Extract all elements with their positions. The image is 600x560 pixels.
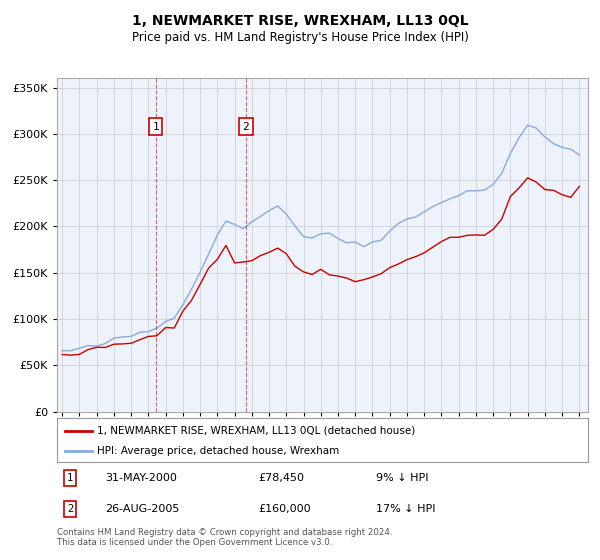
Text: 1: 1 xyxy=(67,473,73,483)
Text: 1: 1 xyxy=(152,122,159,132)
Text: 26-AUG-2005: 26-AUG-2005 xyxy=(105,504,179,514)
Text: 1, NEWMARKET RISE, WREXHAM, LL13 0QL: 1, NEWMARKET RISE, WREXHAM, LL13 0QL xyxy=(131,14,469,28)
Text: 2: 2 xyxy=(67,504,73,514)
Text: Price paid vs. HM Land Registry's House Price Index (HPI): Price paid vs. HM Land Registry's House … xyxy=(131,31,469,44)
Text: £78,450: £78,450 xyxy=(259,473,305,483)
Text: 2: 2 xyxy=(242,122,250,132)
Text: Contains HM Land Registry data © Crown copyright and database right 2024.
This d: Contains HM Land Registry data © Crown c… xyxy=(57,528,392,547)
Text: 17% ↓ HPI: 17% ↓ HPI xyxy=(376,504,435,514)
Text: £160,000: £160,000 xyxy=(259,504,311,514)
Text: 9% ↓ HPI: 9% ↓ HPI xyxy=(376,473,428,483)
Text: 1, NEWMARKET RISE, WREXHAM, LL13 0QL (detached house): 1, NEWMARKET RISE, WREXHAM, LL13 0QL (de… xyxy=(97,426,415,436)
Text: HPI: Average price, detached house, Wrexham: HPI: Average price, detached house, Wrex… xyxy=(97,446,339,456)
Text: 31-MAY-2000: 31-MAY-2000 xyxy=(105,473,176,483)
